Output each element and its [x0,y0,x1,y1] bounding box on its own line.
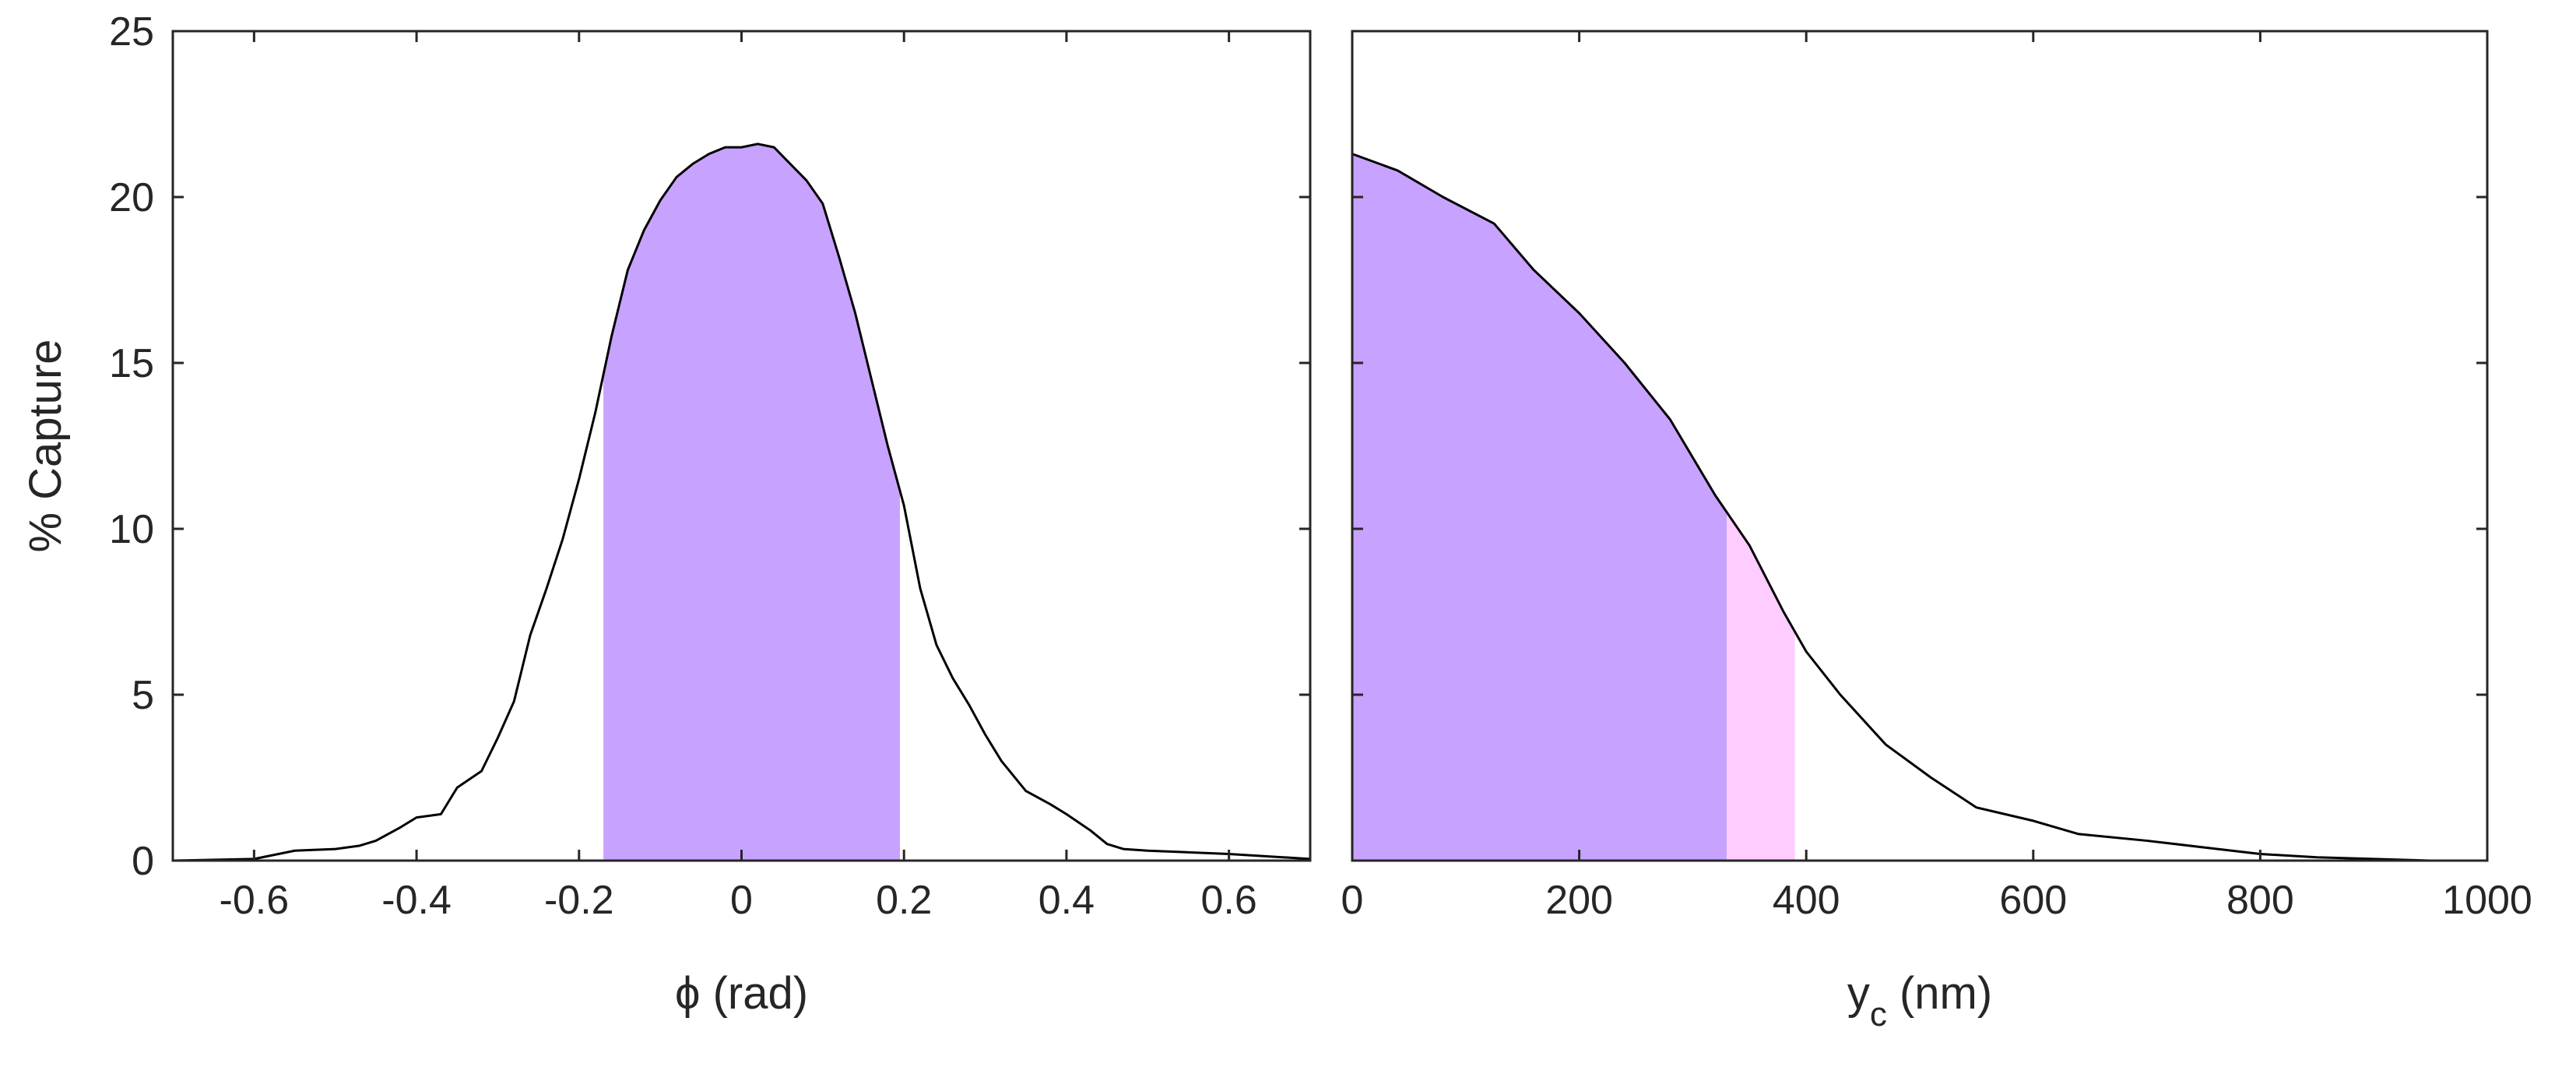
right-panel-yc: 0 200 400 600 800 1000 yc (nm) [1341,30,2532,1034]
x-tick-label: 0.6 [1200,878,1256,923]
y-tick-label: 25 [109,9,154,55]
axes-box [1351,30,2489,862]
x-tick-label: 200 [1545,878,1613,923]
series-line [172,143,1311,862]
series-line [1351,153,2431,862]
y-tick-label: 5 [132,673,154,718]
x-tick-label: 800 [2226,878,2294,923]
x-tick-label: 0 [1341,878,1364,923]
y-tick-label: 10 [109,507,154,552]
y-axis-label: % Capture [20,339,71,552]
x-tick-label: -0.4 [381,878,452,923]
x-tick-label: 0.2 [876,878,932,923]
shaded-region-0 [603,143,900,861]
x-tick-label: 600 [1999,878,2067,923]
x-axis-label: yc (nm) [1847,968,1992,1034]
x-tick-label: -0.6 [220,878,290,923]
x-tick-label: 400 [1773,878,1840,923]
x-axis-label: ϕ (rad) [675,968,808,1019]
x-tick-label: -0.2 [544,878,614,923]
x-tick-label: 1000 [2442,878,2532,923]
x-axis-label-subscript: c [1870,995,1887,1034]
x-axis-label-unit: (nm) [1887,968,1992,1019]
y-tick-label: 15 [109,341,154,386]
y-tick-label: 20 [109,175,154,220]
shaded-region-0 [1352,153,1727,861]
left-panel-phi: -0.6 -0.4 -0.2 0 0.2 0.4 0.6 0 5 10 15 20 25 ϕ (rad)%… [20,9,1312,1019]
y-tick-label: 0 [132,839,154,884]
shaded-region-1 [1727,512,1795,861]
x-tick-label: 0 [730,878,753,923]
x-tick-label: 0.4 [1038,878,1095,923]
